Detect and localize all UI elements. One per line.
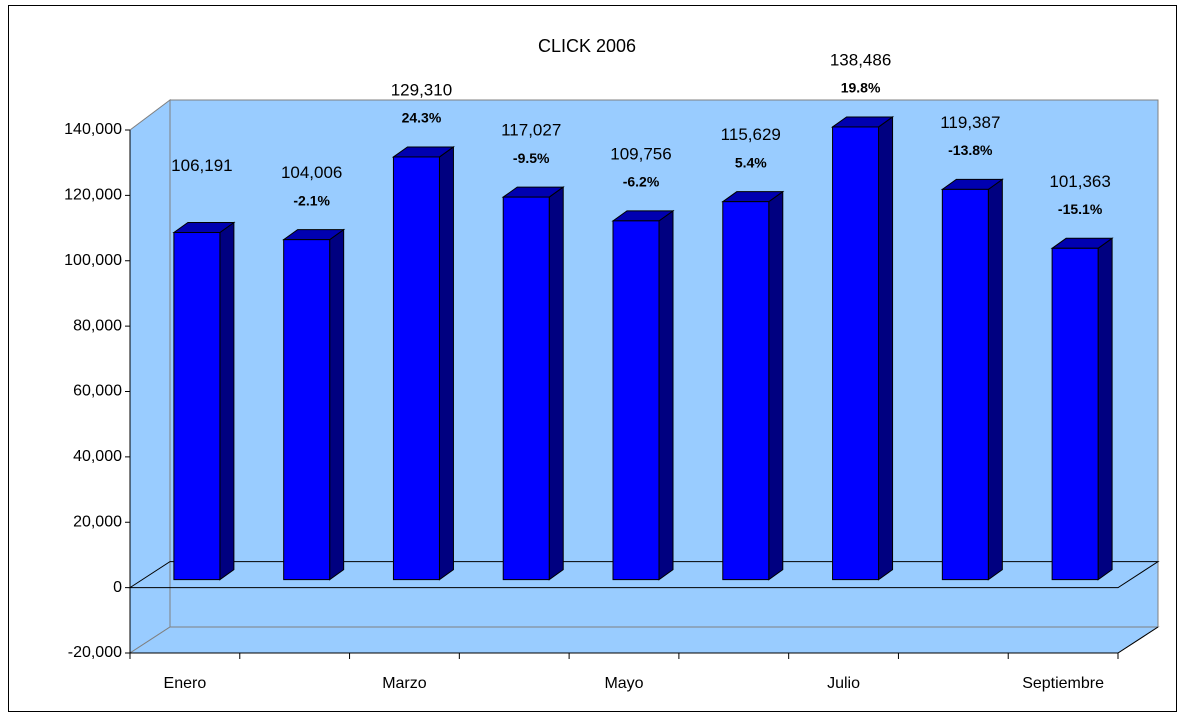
bar-side (768, 190, 784, 581)
change-label: -15.1% (1058, 201, 1103, 217)
bar-side (219, 221, 235, 581)
bar-side (548, 186, 564, 581)
y-tick-label: 80,000 (73, 317, 122, 334)
bar (1051, 247, 1099, 581)
y-tick-label: 40,000 (73, 448, 122, 465)
chart-title: CLICK 2006 (538, 36, 636, 56)
y-tick-label: 140,000 (64, 121, 122, 138)
change-label: -13.8% (948, 142, 993, 158)
x-tick-label: Enero (164, 675, 207, 692)
change-label: 24.3% (402, 110, 442, 126)
value-label: 119,387 (940, 113, 1000, 132)
value-label: 129,310 (391, 80, 452, 99)
y-tick-label: -20,000 (68, 644, 122, 661)
value-label: 115,629 (721, 125, 781, 144)
x-tick-label: Mayo (604, 675, 643, 692)
bar (612, 220, 660, 581)
bar (502, 196, 550, 581)
zero-plane (128, 561, 1160, 589)
change-label: -6.2% (623, 174, 660, 190)
change-label: 5.4% (735, 154, 767, 170)
value-label: 106,191 (171, 156, 232, 175)
value-label: 109,756 (610, 144, 671, 163)
bar (832, 126, 880, 581)
bar (283, 239, 331, 581)
y-tick-label: 100,000 (64, 252, 122, 269)
change-label: -9.5% (513, 150, 550, 166)
bar (173, 232, 221, 581)
change-label: 19.8% (841, 80, 881, 96)
floor (128, 626, 1160, 654)
value-label: 101,363 (1049, 172, 1110, 191)
bar-side (438, 145, 454, 581)
x-tick-label: Marzo (382, 675, 427, 692)
y-tick-label: 0 (113, 579, 122, 596)
x-tick-label: Septiembre (1022, 675, 1104, 692)
y-tick-label: 120,000 (64, 187, 122, 204)
bar-side (987, 178, 1003, 581)
x-axis-end (1117, 626, 1159, 654)
bar-side (1097, 237, 1113, 581)
value-label: 104,006 (281, 163, 342, 182)
bar (722, 201, 770, 581)
value-label: 138,486 (830, 50, 891, 69)
bar (941, 188, 989, 581)
side-wall (129, 99, 171, 654)
x-tick-label: Julio (827, 675, 860, 692)
change-label: -2.1% (293, 192, 330, 208)
y-tick-label: 60,000 (73, 383, 122, 400)
bar-side (329, 228, 345, 581)
bar-side (878, 115, 894, 581)
bar (392, 156, 440, 581)
bar-side (658, 209, 674, 581)
y-tick-label: 20,000 (73, 513, 122, 530)
value-label: 117,027 (501, 121, 561, 140)
